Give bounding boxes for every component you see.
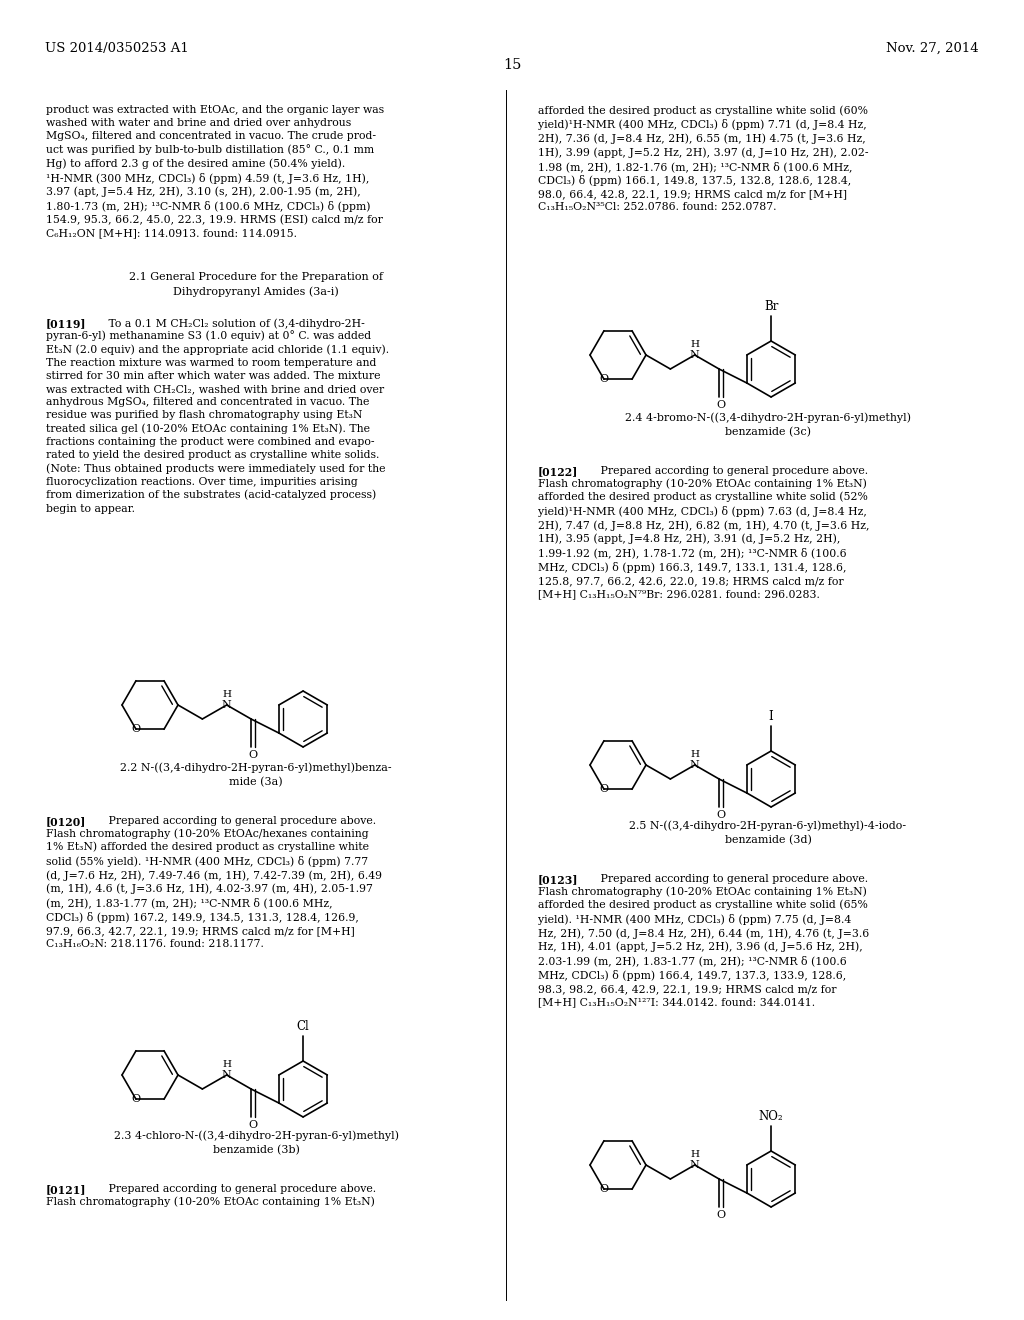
Text: Flash chromatography (10-20% EtOAc/hexanes containing
1% Et₃N) afforded the desi: Flash chromatography (10-20% EtOAc/hexan… — [46, 828, 382, 949]
Text: Br: Br — [764, 300, 778, 313]
Text: H: H — [222, 1060, 231, 1069]
Text: I: I — [769, 710, 773, 723]
Text: 2.3 4-chloro-N-((3,4-dihydro-2H-pyran-6-yl)methyl)
benzamide (3b): 2.3 4-chloro-N-((3,4-dihydro-2H-pyran-6-… — [114, 1130, 398, 1155]
Text: Prepared according to general procedure above.: Prepared according to general procedure … — [590, 466, 867, 477]
Text: afforded the desired product as crystalline white solid (60%
yield)¹H-NMR (400 M: afforded the desired product as crystall… — [538, 106, 868, 213]
Text: Prepared according to general procedure above.: Prepared according to general procedure … — [98, 1184, 376, 1195]
Text: US 2014/0350253 A1: US 2014/0350253 A1 — [45, 42, 188, 55]
Text: O: O — [599, 784, 608, 795]
Text: O: O — [717, 400, 726, 411]
Text: 15: 15 — [503, 58, 521, 73]
Text: O: O — [131, 725, 140, 734]
Text: O: O — [599, 1184, 608, 1195]
Text: 2.4 4-bromo-N-((3,4-dihydro-2H-pyran-6-yl)methyl)
benzamide (3c): 2.4 4-bromo-N-((3,4-dihydro-2H-pyran-6-y… — [625, 412, 911, 437]
Text: O: O — [717, 810, 726, 820]
Text: Flash chromatography (10-20% EtOAc containing 1% Et₃N)
afforded the desired prod: Flash chromatography (10-20% EtOAc conta… — [538, 478, 869, 599]
Text: pyran-6-yl) methanamine S3 (1.0 equiv) at 0° C. was added
Et₃N (2.0 equiv) and t: pyran-6-yl) methanamine S3 (1.0 equiv) a… — [46, 330, 389, 513]
Text: 2.1 General Procedure for the Preparation of
Dihydropyranyl Amides (3a-i): 2.1 General Procedure for the Preparatio… — [129, 272, 383, 297]
Text: [0122]: [0122] — [538, 466, 578, 477]
Text: O: O — [249, 1119, 258, 1130]
Text: Flash chromatography (10-20% EtOAc containing 1% Et₃N)
afforded the desired prod: Flash chromatography (10-20% EtOAc conta… — [538, 886, 868, 1007]
Text: N: N — [222, 700, 231, 710]
Text: H: H — [690, 750, 699, 759]
Text: O: O — [131, 1094, 140, 1105]
Text: 2.2 N-((3,4-dihydro-2H-pyran-6-yl)methyl)benza-
mide (3a): 2.2 N-((3,4-dihydro-2H-pyran-6-yl)methyl… — [120, 762, 392, 787]
Text: N: N — [690, 1160, 699, 1170]
Text: [0120]: [0120] — [46, 816, 86, 828]
Text: O: O — [249, 750, 258, 760]
Text: [0123]: [0123] — [538, 874, 579, 884]
Text: [0119]: [0119] — [46, 318, 87, 329]
Text: H: H — [690, 1150, 699, 1159]
Text: To a 0.1 M CH₂Cl₂ solution of (3,4-dihydro-2H-: To a 0.1 M CH₂Cl₂ solution of (3,4-dihyd… — [98, 318, 365, 329]
Text: NO₂: NO₂ — [759, 1110, 783, 1123]
Text: 2.5 N-((3,4-dihydro-2H-pyran-6-yl)methyl)-4-iodo-
benzamide (3d): 2.5 N-((3,4-dihydro-2H-pyran-6-yl)methyl… — [630, 820, 906, 845]
Text: product was extracted with EtOAc, and the organic layer was
washed with water an: product was extracted with EtOAc, and th… — [46, 106, 384, 239]
Text: Nov. 27, 2014: Nov. 27, 2014 — [887, 42, 979, 55]
Text: O: O — [599, 375, 608, 384]
Text: H: H — [222, 690, 231, 700]
Text: Prepared according to general procedure above.: Prepared according to general procedure … — [98, 816, 376, 826]
Text: Cl: Cl — [297, 1020, 309, 1032]
Text: N: N — [222, 1071, 231, 1080]
Text: N: N — [690, 350, 699, 360]
Text: H: H — [690, 341, 699, 348]
Text: Flash chromatography (10-20% EtOAc containing 1% Et₃N): Flash chromatography (10-20% EtOAc conta… — [46, 1196, 375, 1206]
Text: O: O — [717, 1210, 726, 1220]
Text: N: N — [690, 760, 699, 770]
Text: Prepared according to general procedure above.: Prepared according to general procedure … — [590, 874, 867, 884]
Text: [0121]: [0121] — [46, 1184, 87, 1195]
